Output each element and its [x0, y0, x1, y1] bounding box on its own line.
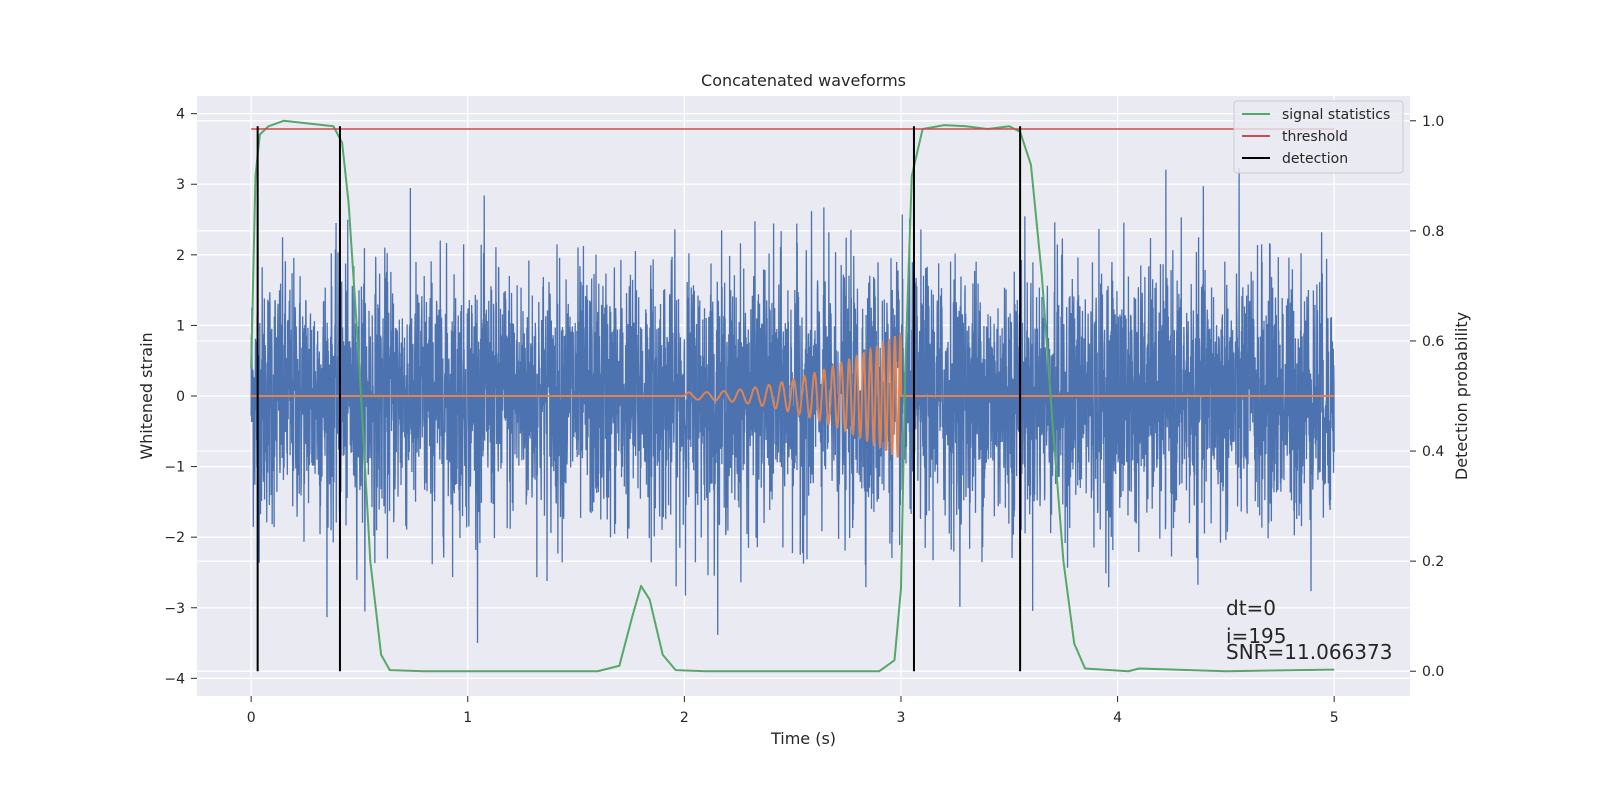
y-tick-label: −3 [164, 601, 185, 617]
y-right-tick-label: 1.0 [1422, 114, 1444, 130]
x-axis-ticks: 0 1 2 3 4 5 [247, 696, 1339, 726]
y-tick-label: 1 [176, 318, 185, 334]
y-tick-label: −2 [164, 530, 185, 546]
left-axis-ticks: −4 −3 −2 −1 0 1 2 3 4 [164, 107, 197, 687]
x-tick-label: 5 [1330, 710, 1339, 726]
signal-statistics-series [250, 119, 1335, 673]
y-right-tick-label: 0.6 [1422, 334, 1444, 350]
legend: signal statistics threshold detection [1233, 100, 1404, 174]
y-tick-label: −1 [164, 460, 185, 476]
y-tick-label: 4 [176, 107, 185, 123]
y-tick-label: 0 [176, 389, 185, 405]
legend-box [1233, 100, 1404, 174]
right-axis-ticks: 0.0 0.2 0.4 0.6 0.8 1.0 [1410, 114, 1444, 680]
y-tick-label: 3 [176, 177, 185, 193]
legend-label-detection: detection [1282, 151, 1348, 167]
y-axis-label: Whitened strain [137, 332, 156, 459]
strain-series [250, 168, 1335, 644]
x-tick-label: 1 [463, 710, 472, 726]
annotation-i: i=195 [1226, 624, 1287, 648]
strain-line [250, 168, 1335, 644]
detection-series [256, 126, 1022, 672]
y-right-tick-label: 0.4 [1422, 444, 1444, 460]
y-right-tick-label: 0.2 [1422, 554, 1444, 570]
y-tick-label: 2 [176, 248, 185, 264]
signal-statistics-line [250, 119, 1335, 673]
y-right-tick-label: 0.8 [1422, 224, 1444, 240]
x-tick-label: 3 [897, 710, 906, 726]
y-right-tick-label: 0.0 [1422, 664, 1444, 680]
legend-label-threshold: threshold [1282, 129, 1348, 145]
y-tick-label: −4 [164, 671, 185, 687]
x-tick-label: 4 [1113, 710, 1122, 726]
annotation-snr: SNR=11.066373 [1226, 640, 1392, 664]
template-line [251, 332, 1335, 458]
x-axis-label: Time (s) [770, 729, 836, 748]
x-tick-label: 0 [247, 710, 256, 726]
chart-title: Concatenated waveforms [701, 71, 906, 90]
template-series [251, 332, 1335, 458]
y-axis-right-label: Detection probability [1452, 312, 1471, 480]
annotation-dt: dt=0 [1226, 596, 1276, 620]
legend-label-signal-statistics: signal statistics [1282, 107, 1390, 123]
x-tick-label: 2 [680, 710, 689, 726]
